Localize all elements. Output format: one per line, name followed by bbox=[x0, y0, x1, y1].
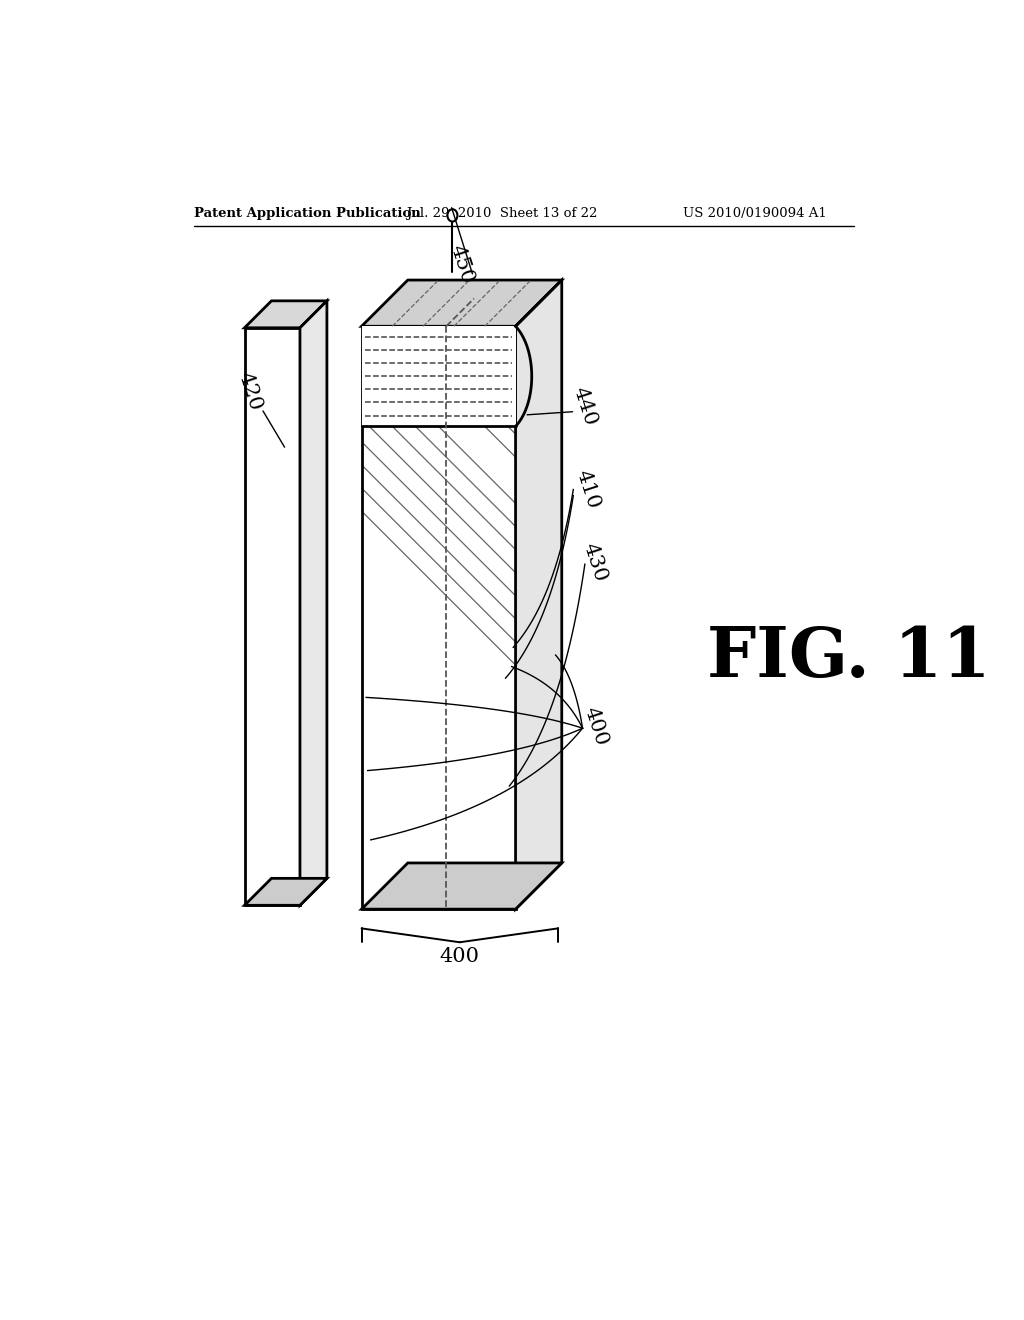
Text: 420: 420 bbox=[234, 370, 265, 413]
Text: US 2010/0190094 A1: US 2010/0190094 A1 bbox=[683, 207, 827, 220]
Polygon shape bbox=[245, 878, 327, 906]
Polygon shape bbox=[361, 863, 562, 909]
Text: 450: 450 bbox=[446, 243, 477, 286]
Text: 430: 430 bbox=[580, 541, 610, 585]
Text: 410: 410 bbox=[572, 467, 603, 511]
Polygon shape bbox=[245, 301, 327, 327]
Text: Jul. 29, 2010  Sheet 13 of 22: Jul. 29, 2010 Sheet 13 of 22 bbox=[407, 207, 598, 220]
Polygon shape bbox=[361, 326, 515, 909]
Polygon shape bbox=[515, 280, 562, 909]
Text: Patent Application Publication: Patent Application Publication bbox=[194, 207, 421, 220]
Polygon shape bbox=[245, 327, 300, 906]
Polygon shape bbox=[300, 301, 327, 906]
Polygon shape bbox=[361, 280, 562, 326]
Text: 400: 400 bbox=[439, 946, 479, 966]
Polygon shape bbox=[361, 326, 515, 426]
Text: 440: 440 bbox=[569, 384, 600, 428]
Text: FIG. 11: FIG. 11 bbox=[707, 624, 990, 690]
Ellipse shape bbox=[447, 209, 458, 222]
Text: 400: 400 bbox=[581, 705, 611, 748]
